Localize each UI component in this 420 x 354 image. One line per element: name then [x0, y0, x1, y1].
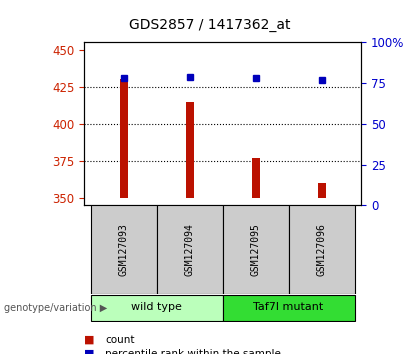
- Text: GSM127095: GSM127095: [251, 223, 260, 276]
- Text: percentile rank within the sample: percentile rank within the sample: [105, 349, 281, 354]
- Text: GSM127096: GSM127096: [317, 223, 327, 276]
- Text: GSM127093: GSM127093: [118, 223, 129, 276]
- Bar: [252, 158, 260, 198]
- Bar: [120, 80, 128, 198]
- Text: count: count: [105, 335, 134, 344]
- Text: ■: ■: [84, 349, 94, 354]
- Text: Taf7l mutant: Taf7l mutant: [254, 302, 324, 313]
- Text: GSM127094: GSM127094: [185, 223, 194, 276]
- Text: GDS2857 / 1417362_at: GDS2857 / 1417362_at: [129, 18, 291, 32]
- Bar: [157, 205, 223, 294]
- Text: genotype/variation ▶: genotype/variation ▶: [4, 303, 108, 313]
- Bar: [91, 295, 223, 321]
- Bar: [186, 102, 194, 198]
- Text: ■: ■: [84, 335, 94, 344]
- Bar: [91, 205, 157, 294]
- Bar: [223, 205, 289, 294]
- Text: wild type: wild type: [131, 302, 182, 313]
- Bar: [289, 205, 354, 294]
- Bar: [223, 295, 354, 321]
- Bar: [318, 183, 326, 198]
